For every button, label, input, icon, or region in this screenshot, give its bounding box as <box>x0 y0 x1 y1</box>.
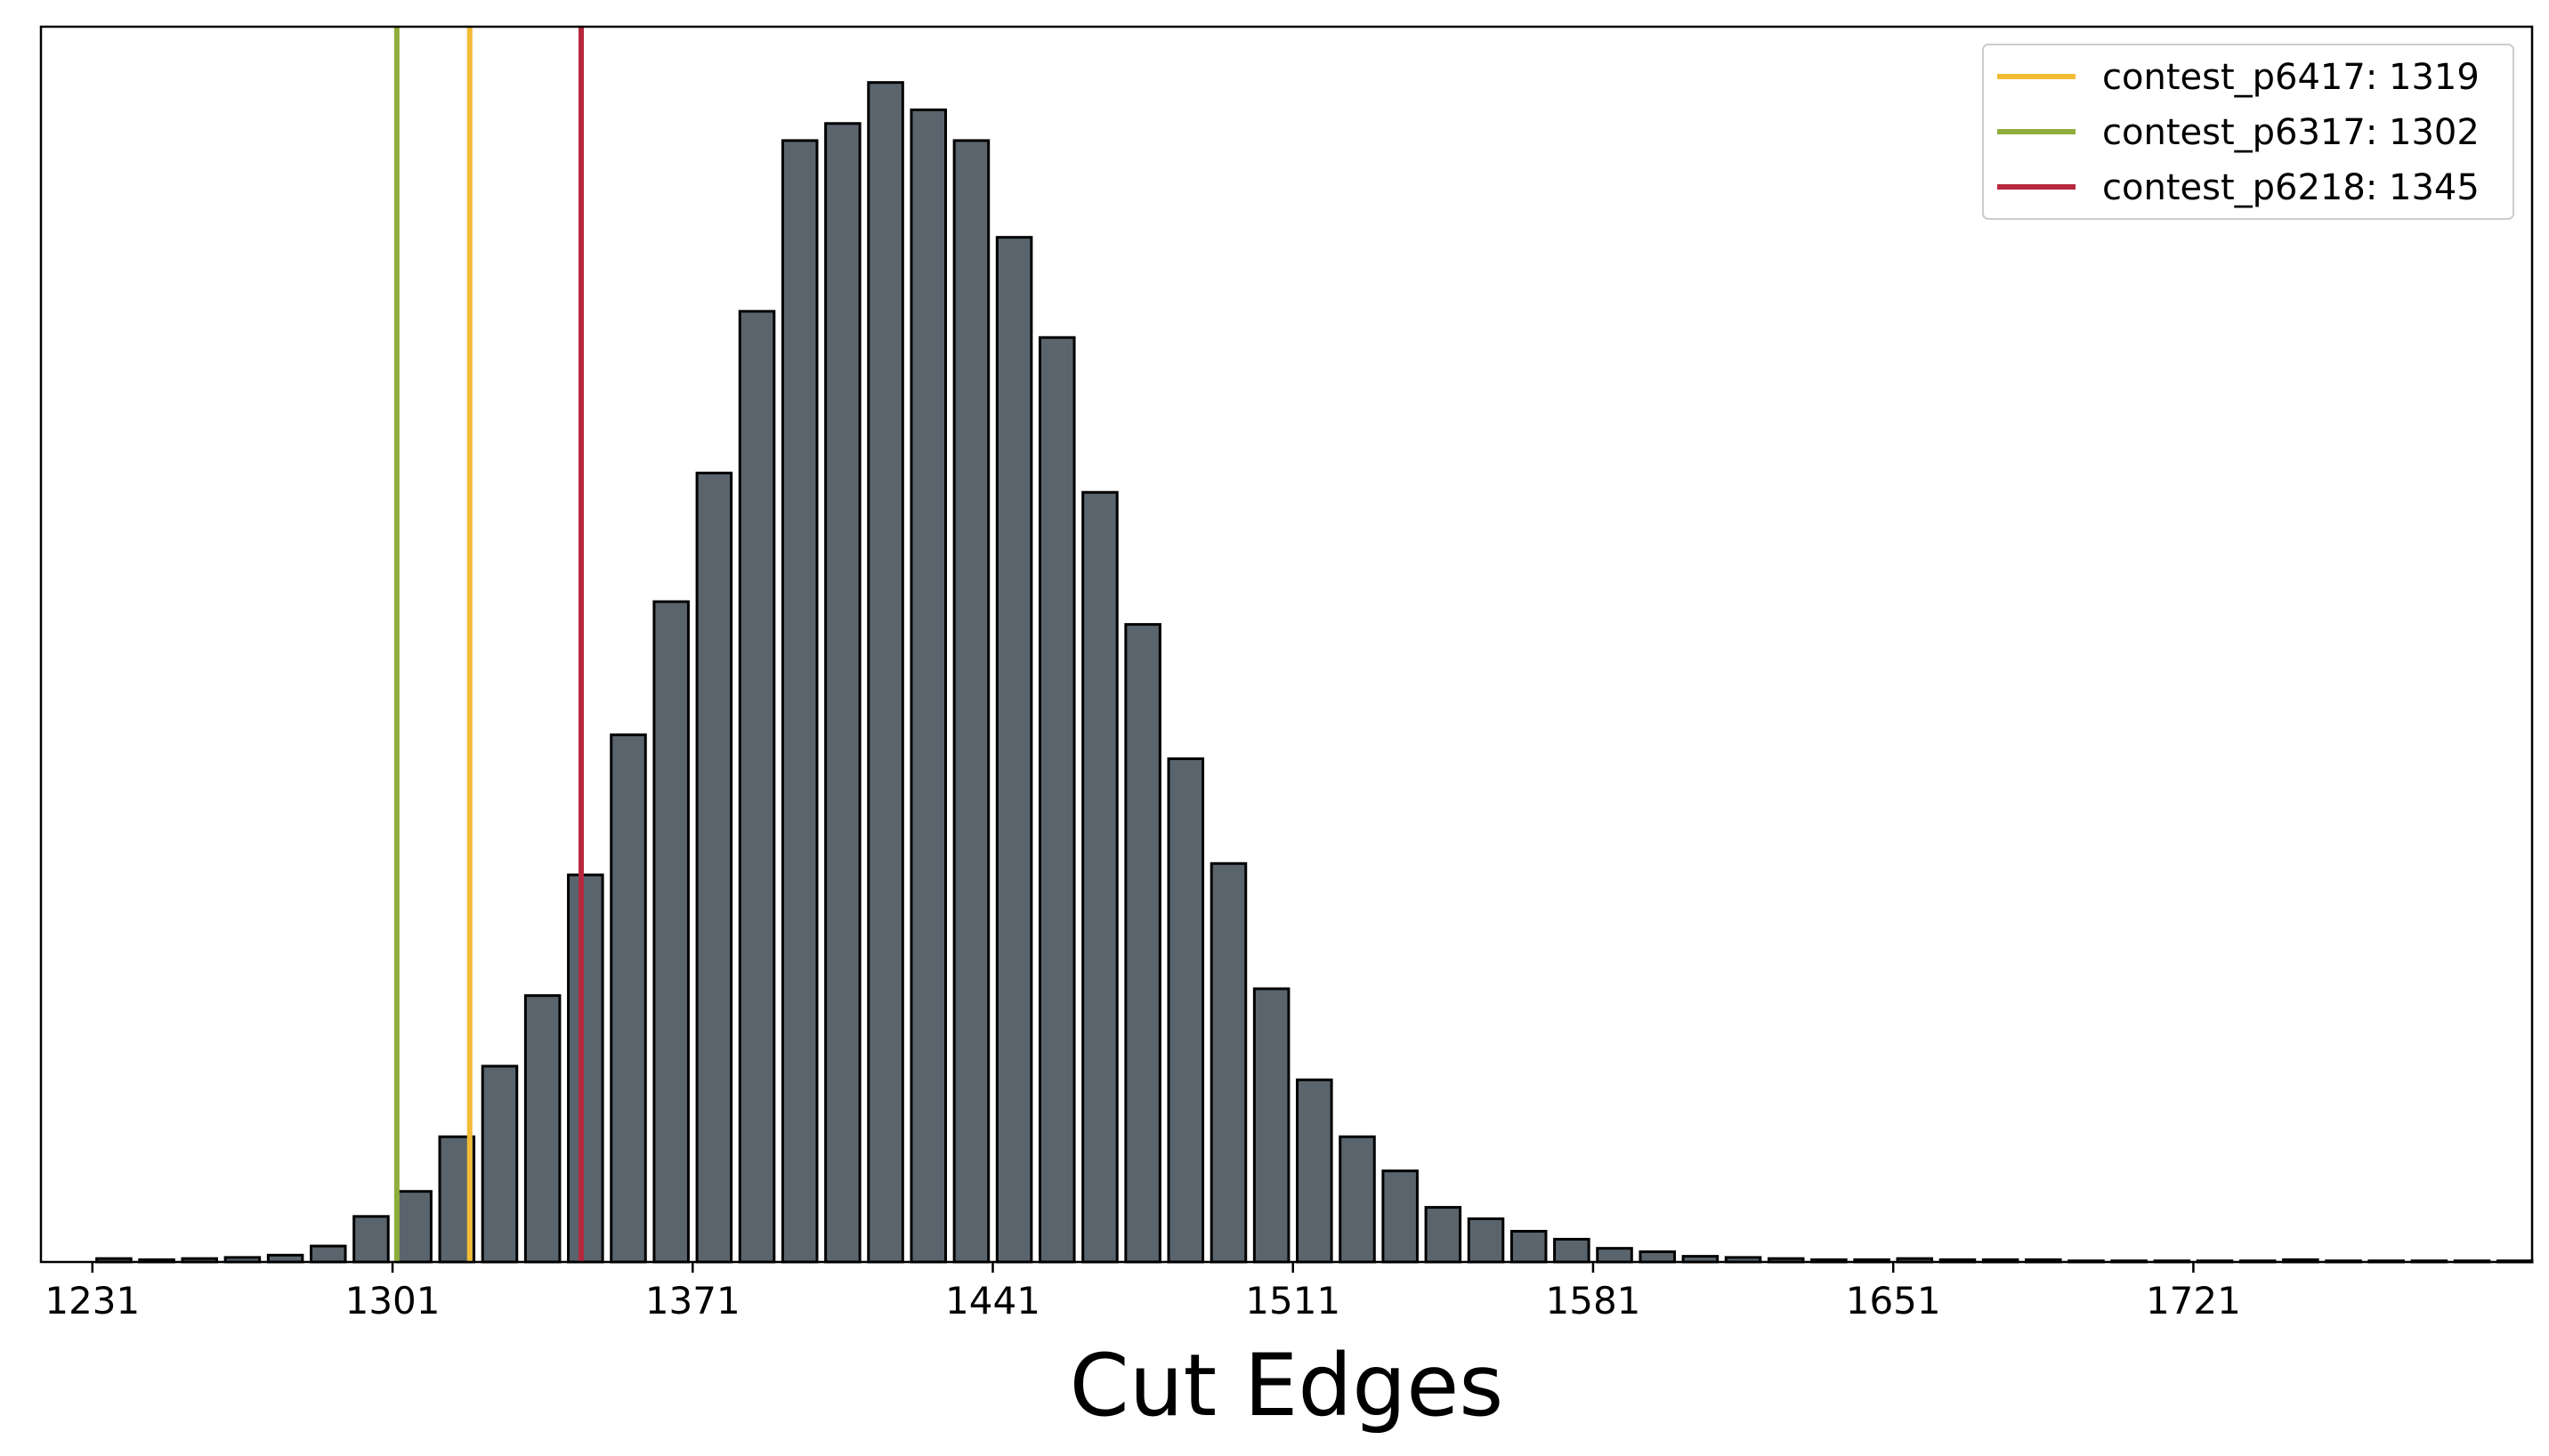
x-tick-label: 1441 <box>945 1279 1040 1323</box>
x-tick-label: 1231 <box>45 1279 140 1323</box>
histogram-bar <box>610 733 647 1264</box>
histogram-bar <box>352 1215 390 1264</box>
histogram-bar <box>1467 1217 1505 1264</box>
x-tick-label: 1651 <box>1846 1279 1941 1323</box>
histogram-bar <box>1252 987 1291 1264</box>
histogram-bar <box>1639 1250 1676 1264</box>
histogram-bar <box>1509 1229 1548 1264</box>
x-axis-ticks: 1231 1301 1371 1441 1511 1581 1651 1721 <box>45 1262 2241 1323</box>
histogram-bar <box>738 310 776 1264</box>
histogram-bar <box>1596 1247 1633 1264</box>
histogram-bar <box>1553 1237 1590 1264</box>
histogram-bar <box>867 81 904 1264</box>
histogram-bar <box>695 471 733 1264</box>
histogram-bar <box>952 139 991 1264</box>
histogram-bar <box>910 108 948 1264</box>
histogram-bar <box>481 1064 519 1264</box>
histogram-bar <box>995 236 1033 1264</box>
histogram-bar <box>1339 1135 1376 1264</box>
legend-label: contest_p6317: 1302 <box>2102 112 2480 153</box>
x-axis-label: Cut Edges <box>1070 1336 1504 1436</box>
x-tick-label: 1721 <box>2146 1279 2241 1323</box>
histogram-bar <box>310 1244 347 1264</box>
histogram-bar <box>1210 861 1248 1264</box>
histogram-bar <box>1081 490 1119 1264</box>
bar-group <box>95 81 2534 1264</box>
histogram-bar <box>523 994 562 1264</box>
histogram-bar <box>567 873 604 1264</box>
histogram-bar <box>1424 1206 1462 1264</box>
x-tick-label: 1581 <box>1546 1279 1641 1323</box>
plot-frame <box>39 25 2534 1264</box>
reference-lines <box>393 27 585 1262</box>
legend: contest_p6417: 1319 contest_p6317: 1302 co… <box>1982 44 2514 220</box>
x-tick-label: 1301 <box>345 1279 441 1323</box>
legend-label: contest_p6218: 1345 <box>2102 167 2480 208</box>
histogram-bar <box>1381 1169 1419 1264</box>
histogram-bar <box>652 600 690 1264</box>
histogram-bar <box>395 1190 433 1264</box>
histogram-bar <box>1038 336 1076 1264</box>
histogram-bar <box>1167 757 1205 1264</box>
histogram-bar <box>824 122 862 1264</box>
legend-label: contest_p6417: 1319 <box>2102 57 2480 98</box>
legend-box <box>1982 44 2514 220</box>
histogram-bar <box>1124 623 1161 1264</box>
x-tick-label: 1371 <box>645 1279 740 1323</box>
histogram-bar <box>781 139 819 1264</box>
histogram-bar <box>1296 1078 1333 1264</box>
x-tick-label: 1511 <box>1245 1279 1340 1323</box>
